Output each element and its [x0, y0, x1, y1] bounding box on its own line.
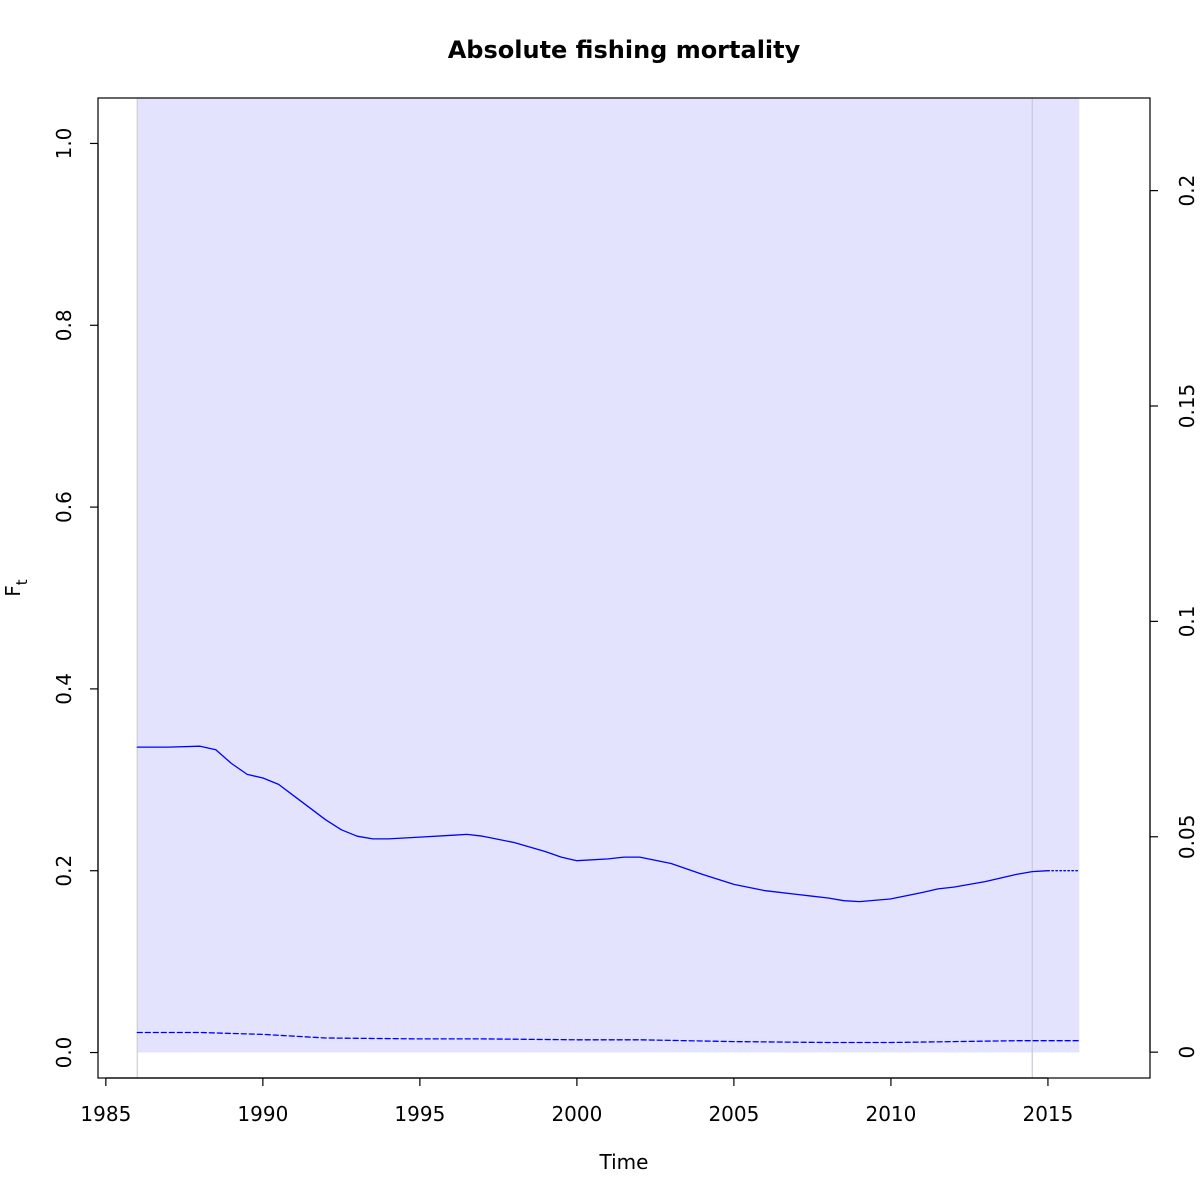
y2-tick-label: 0.05	[1175, 815, 1199, 860]
y-tick-label: 0.4	[52, 673, 76, 705]
x-axis-label: Time	[599, 1150, 649, 1174]
x-tick-label: 1995	[394, 1102, 445, 1126]
y2-tick-label: 0.1	[1175, 605, 1199, 637]
x-tick-label: 1985	[80, 1102, 131, 1126]
y-axis-label-main: F	[1, 585, 25, 597]
y-axis-label: Ft	[1, 579, 31, 597]
x-tick-label: 2005	[708, 1102, 759, 1126]
y-axis-label-subscript: t	[13, 579, 31, 585]
x-tick-label: 2010	[865, 1102, 916, 1126]
confidence-band	[137, 98, 1080, 1053]
y-tick-label: 0.8	[52, 309, 76, 341]
y2-tick-label: 0.2	[1175, 175, 1199, 207]
y-tick-label: 1.0	[52, 128, 76, 160]
axes: 1985 1990 1995 2000 2005 2010 2015 0.0 0.2 0.4 0.6…	[52, 128, 1199, 1126]
series-estimate-line	[136, 745, 1049, 903]
y2-tick-label: 0	[1175, 1046, 1199, 1059]
chart-title: Absolute fishing mortality	[448, 36, 801, 64]
x-tick-label: 1990	[237, 1102, 288, 1126]
y2-tick-label: 0.15	[1175, 384, 1199, 429]
y-tick-label: 0.2	[52, 855, 76, 887]
y-tick-label: 0.0	[52, 1037, 76, 1069]
x-tick-label: 2015	[1022, 1102, 1073, 1126]
x-tick-label: 2000	[551, 1102, 602, 1126]
y-tick-label: 0.6	[52, 491, 76, 523]
series-lower-bound-line	[136, 1031, 1080, 1044]
plot-area	[136, 98, 1080, 1078]
